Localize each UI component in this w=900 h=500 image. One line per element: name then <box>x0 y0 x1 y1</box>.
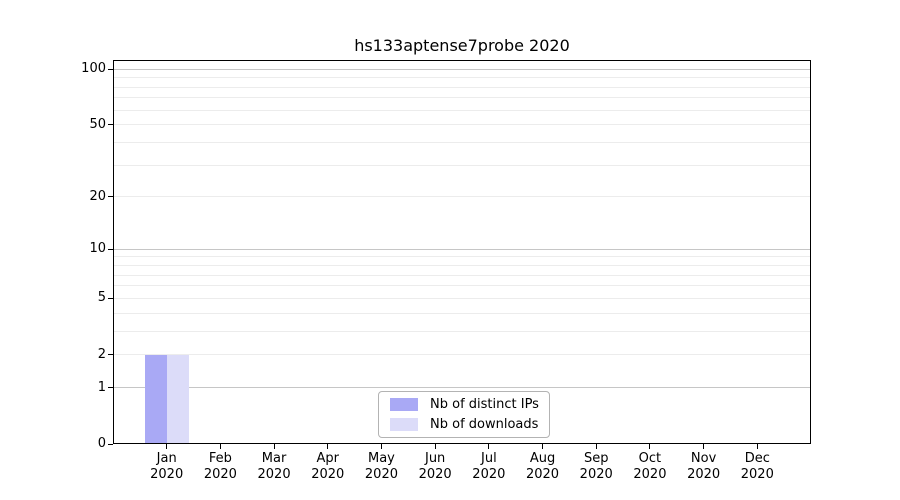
x-tick-mark <box>327 444 329 449</box>
x-tick-label: Apr 2020 <box>296 451 360 482</box>
x-tick-month: Jul <box>481 451 497 466</box>
x-tick-label: Aug 2020 <box>511 451 575 482</box>
y-tick-label: 50 <box>89 116 106 132</box>
x-tick-mark <box>595 444 597 449</box>
x-tick-year: 2020 <box>633 466 667 482</box>
x-tick-label: Jun 2020 <box>403 451 467 482</box>
legend-label-distinct-ips: Nb of distinct IPs <box>430 397 539 412</box>
x-tick-mark <box>219 444 221 449</box>
x-tick-label: Dec 2020 <box>725 451 789 482</box>
y-tick-label: 10 <box>89 241 106 257</box>
x-tick-mark <box>434 444 436 449</box>
x-tick-mark <box>380 444 382 449</box>
gridline-minor <box>114 297 810 299</box>
x-tick-year: 2020 <box>579 466 613 482</box>
gridline-minor <box>114 196 810 198</box>
x-tick-month: Dec <box>744 451 770 466</box>
x-tick-year: 2020 <box>740 466 774 482</box>
x-tick-mark <box>166 444 168 449</box>
gridline-minor <box>114 265 810 267</box>
x-tick-year: 2020 <box>257 466 291 482</box>
y-tick-mark <box>108 297 113 299</box>
y-tick-label: 0 <box>97 436 106 451</box>
gridline-minor <box>114 312 810 314</box>
gridline-minor <box>114 97 810 99</box>
x-tick-year: 2020 <box>364 466 398 482</box>
y-tick-mark <box>108 124 113 126</box>
x-tick-label: Oct 2020 <box>618 451 682 482</box>
x-tick-year: 2020 <box>418 466 452 482</box>
x-tick-month: Sep <box>583 451 609 466</box>
x-tick-month: May <box>368 451 395 466</box>
legend-item-downloads: Nb of downloads <box>390 415 543 434</box>
gridline-minor <box>114 77 810 79</box>
x-tick-mark <box>703 444 705 449</box>
x-tick-year: 2020 <box>150 466 184 482</box>
x-tick-month: Feb <box>208 451 232 466</box>
x-tick-month: Aug <box>529 451 556 466</box>
y-tick-label: 1 <box>97 379 106 395</box>
legend-label-downloads: Nb of downloads <box>430 417 539 432</box>
y-tick-label: 5 <box>97 290 106 306</box>
bar-jan-downloads <box>166 354 189 443</box>
gridline-minor <box>114 141 810 143</box>
x-tick-year: 2020 <box>687 466 721 482</box>
x-tick-mark <box>542 444 544 449</box>
x-tick-month: Nov <box>690 451 717 466</box>
x-tick-label: Mar 2020 <box>242 451 306 482</box>
y-tick-mark <box>108 248 113 250</box>
gridline-major <box>114 248 810 250</box>
bar-jan-distinct-ips <box>144 354 167 443</box>
gridline-minor <box>114 124 810 126</box>
gridline-minor <box>114 330 810 332</box>
x-tick-mark <box>488 444 490 449</box>
y-tick-mark <box>108 196 113 198</box>
x-tick-month: Mar <box>261 451 287 466</box>
gridline-minor <box>114 164 810 166</box>
y-tick-label: 2 <box>97 346 106 362</box>
x-tick-year: 2020 <box>311 466 345 482</box>
chart-title: hs133aptense7probe 2020 <box>354 36 570 55</box>
x-tick-month: Oct <box>638 451 662 466</box>
x-tick-mark <box>273 444 275 449</box>
x-tick-label: Sep 2020 <box>564 451 628 482</box>
x-tick-mark <box>756 444 758 449</box>
x-tick-month: Jan <box>156 451 177 466</box>
y-tick-mark <box>108 443 113 445</box>
x-tick-year: 2020 <box>203 466 237 482</box>
y-tick-mark <box>108 354 113 356</box>
y-tick-mark <box>108 387 113 389</box>
x-tick-month: Apr <box>316 451 340 466</box>
legend-swatch-downloads <box>390 418 418 431</box>
x-tick-label: Jul 2020 <box>457 451 521 482</box>
gridline-minor <box>114 354 810 356</box>
x-tick-label: Jan 2020 <box>135 451 199 482</box>
gridline-minor <box>114 274 810 276</box>
legend-swatch-distinct-ips <box>390 398 418 411</box>
y-tick-label: 20 <box>89 188 106 204</box>
x-tick-year: 2020 <box>525 466 560 482</box>
legend: Nb of distinct IPs Nb of downloads <box>378 391 550 438</box>
gridline-minor <box>114 285 810 287</box>
gridline-major <box>114 387 810 389</box>
y-tick-mark <box>108 68 113 70</box>
x-tick-month: Jun <box>424 451 446 466</box>
x-tick-label: Feb 2020 <box>188 451 252 482</box>
x-tick-label: Nov 2020 <box>672 451 736 482</box>
gridline-major <box>114 68 810 70</box>
x-tick-label: May 2020 <box>349 451 413 482</box>
gridline-minor <box>114 109 810 111</box>
y-tick-label: 100 <box>81 61 106 77</box>
x-tick-mark <box>649 444 651 449</box>
gridline-minor <box>114 86 810 88</box>
x-tick-year: 2020 <box>472 466 506 482</box>
gridline-minor <box>114 256 810 258</box>
legend-item-distinct-ips: Nb of distinct IPs <box>390 395 543 414</box>
